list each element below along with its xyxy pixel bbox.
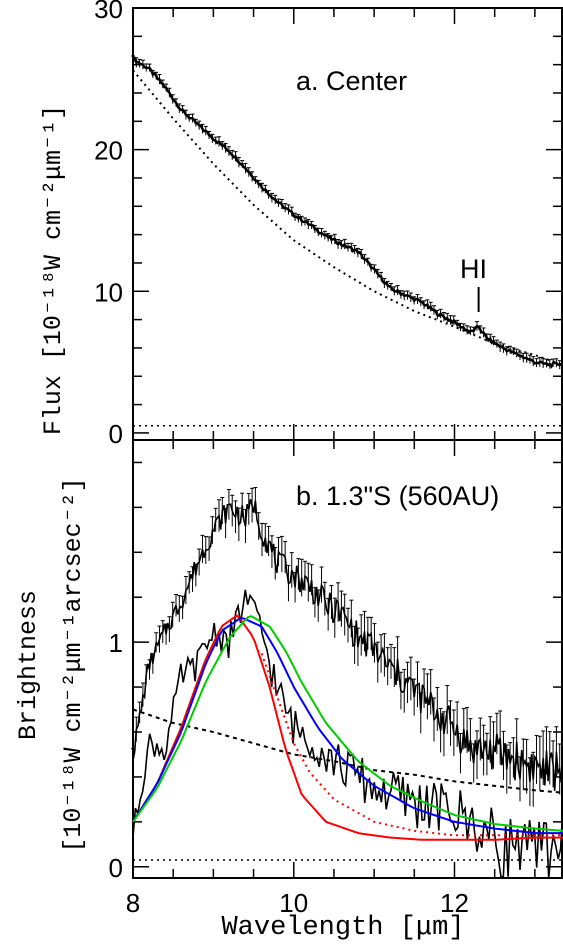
panel-a-y-tick-label: 0 <box>109 419 123 449</box>
x-tick-label: 10 <box>279 888 308 918</box>
panel-b-series-green <box>132 615 563 832</box>
panel-b-series-black-noisy-line <box>132 589 563 879</box>
x-tick-label: 8 <box>126 888 140 918</box>
panel-a-y-tick-label: 20 <box>94 136 123 166</box>
panel-b-label: b. 1.3"S (560AU) <box>296 481 499 511</box>
hi-annotation: HI <box>460 254 487 284</box>
panel-b-frame <box>132 439 563 879</box>
panel-b-y-tick-label: 1 <box>109 628 123 658</box>
panel-b-south: 0 1 8 10 12 <box>109 439 563 918</box>
panel-a-ylabel: Flux [10⁻¹⁸W cm⁻²μm⁻¹] <box>39 105 68 435</box>
panel-b-ylabel-line2: [10⁻¹⁸W cm⁻²μm⁻¹arcsec⁻²] <box>59 477 88 852</box>
panel-b-series-black-line-with-errorbars <box>132 499 563 791</box>
panel-b-series-black-dashed <box>132 708 563 794</box>
panel-a-series-black-line-with-errorbars <box>132 56 563 369</box>
panel-b-ylabel-line1: Brightness <box>14 590 43 740</box>
panel-a-series-black-dotted <box>132 69 563 366</box>
panel-a-y-tick-label: 30 <box>94 0 123 24</box>
x-tick-label: 12 <box>440 888 469 918</box>
panel-b-series-red <box>132 614 563 841</box>
panel-b-y-tick-label: 0 <box>109 853 123 883</box>
panel-a-y-tick-label: 10 <box>94 277 123 307</box>
x-axis-label: Wavelength [μm] <box>221 913 464 943</box>
panel-b-series-blue <box>132 617 563 835</box>
panel-a-label: a. Center <box>296 66 407 96</box>
